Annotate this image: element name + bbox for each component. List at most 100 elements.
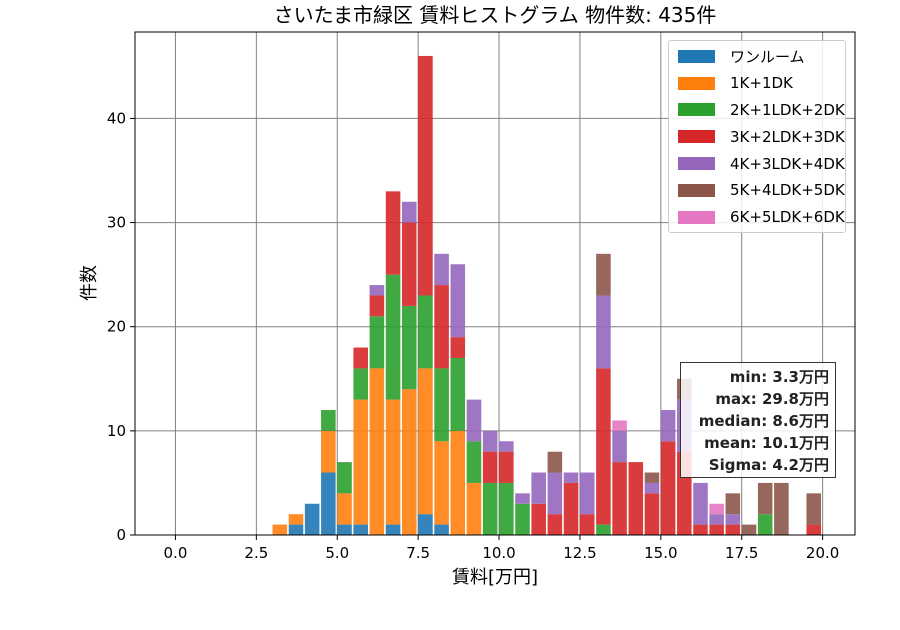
bar-segment	[466, 482, 482, 535]
bar-segment	[434, 524, 449, 535]
legend-item: 3K+2LDK+3DK	[669, 123, 845, 150]
bar-segment	[596, 253, 611, 296]
bar-segment	[547, 472, 563, 515]
bar-segment	[466, 441, 482, 483]
plot-frame	[134, 31, 856, 536]
bar-segment	[288, 514, 304, 525]
bar-segment	[482, 482, 498, 535]
x-tick-label: 7.5	[406, 544, 430, 562]
bar-segment	[369, 368, 385, 535]
y-tick-label: 40	[107, 109, 126, 127]
bar-segment	[321, 472, 336, 535]
y-tick-label: 10	[107, 422, 126, 440]
bar-segment	[531, 503, 546, 535]
stat-sigma: Sigma: 4.2万円	[708, 456, 829, 474]
bar-segment	[806, 493, 822, 525]
legend-item: 6K+5LDK+6DK	[669, 204, 845, 231]
bar-segment	[353, 399, 368, 525]
x-tick-label: 17.5	[725, 544, 758, 562]
legend-label: ワンルーム	[730, 47, 805, 66]
bar-segment	[741, 524, 757, 535]
bar-segment	[418, 368, 433, 515]
bar-segment	[709, 503, 724, 515]
y-axis-ticks: 0 10 20 30 40	[107, 109, 135, 544]
legend-swatch	[678, 76, 715, 90]
legend-item: 2K+1LDK+2DK	[669, 97, 845, 124]
legend-label: 1K+1DK	[730, 74, 793, 93]
x-tick-label: 2.5	[244, 544, 268, 562]
legend-swatch	[678, 183, 715, 197]
legend: ワンルーム 1K+1DK 2K+1LDK+2DK 3K+2LDK+3DK 4K+…	[668, 40, 846, 233]
bar-segment	[418, 55, 433, 296]
bar-segment	[369, 316, 385, 369]
bar-segment	[547, 514, 563, 535]
stat-median: median: 8.6万円	[698, 412, 829, 430]
bar-segment	[628, 462, 644, 535]
bar-segment	[563, 482, 579, 535]
bar-segment	[337, 462, 352, 494]
bar-segment	[385, 524, 401, 535]
legend-item: 1K+1DK	[669, 70, 845, 97]
bar-segment	[612, 420, 627, 431]
bar-segment	[499, 482, 514, 535]
legend-swatch	[678, 157, 715, 171]
legend-swatch	[678, 103, 715, 117]
x-axis-ticks: 0.0 2.5 5.0 7.5 10.0 12.5 15.0 17.5 20.0	[164, 535, 839, 562]
bar-segment	[466, 399, 482, 442]
bar-segment	[321, 410, 336, 431]
stat-min: min: 3.3万円	[729, 368, 829, 386]
bar-segment	[499, 441, 514, 452]
bar-segment	[418, 295, 433, 369]
bar-segment	[385, 399, 401, 525]
bar-segment	[660, 441, 676, 535]
bar-segment	[369, 285, 385, 296]
chart-title: さいたま市緑区 賃料ヒストグラム 物件数: 435件	[274, 3, 717, 27]
bar-segment	[304, 503, 320, 535]
bar-segment	[757, 482, 773, 515]
bar-segment	[709, 524, 724, 535]
bar-segment	[579, 514, 595, 535]
x-tick-label: 15.0	[644, 544, 677, 562]
bar-segment	[337, 524, 352, 535]
x-tick-label: 0.0	[164, 544, 188, 562]
legend-label: 5K+4LDK+5DK	[730, 181, 845, 200]
bar-segment	[434, 253, 449, 286]
bar-segment	[450, 264, 466, 338]
legend-swatch	[678, 210, 715, 224]
bar-segment	[563, 472, 579, 483]
bar-segment	[450, 337, 466, 358]
bar-segment	[644, 482, 660, 494]
bar-segment	[321, 430, 336, 473]
bar-segment	[515, 493, 530, 504]
bar-segment	[450, 357, 466, 431]
stat-max: max: 29.8万円	[715, 390, 829, 408]
legend-item: 4K+3LDK+4DK	[669, 150, 845, 177]
legend-item: 5K+4LDK+5DK	[669, 177, 845, 204]
bar-segment	[450, 430, 466, 535]
bar-segment	[806, 524, 822, 535]
bar-segment	[482, 430, 498, 452]
bar-segment	[596, 524, 611, 535]
y-tick-label: 30	[107, 214, 126, 232]
bar-segment	[434, 441, 449, 525]
bar-segment	[644, 472, 660, 483]
x-tick-label: 10.0	[482, 544, 515, 562]
legend-swatch	[678, 49, 715, 63]
bar-segment	[353, 524, 368, 535]
x-tick-label: 12.5	[563, 544, 596, 562]
x-tick-label: 5.0	[325, 544, 349, 562]
legend-item: ワンルーム	[669, 43, 845, 70]
legend-label: 2K+1LDK+2DK	[730, 100, 845, 119]
bar-segment	[612, 430, 627, 463]
bar-segment	[725, 493, 741, 515]
bar-segment	[693, 524, 708, 535]
bar-segment	[660, 410, 676, 442]
bar-segment	[725, 514, 741, 525]
bar-segment	[337, 493, 352, 525]
bar-segment	[434, 285, 449, 369]
y-axis-label: 件数	[79, 265, 100, 301]
bar-segment	[596, 295, 611, 369]
stats-box: min: 3.3万円 max: 29.8万円 median: 8.6万円 mea…	[680, 362, 836, 478]
bar-segment	[369, 295, 385, 317]
bar-segment	[401, 305, 417, 390]
